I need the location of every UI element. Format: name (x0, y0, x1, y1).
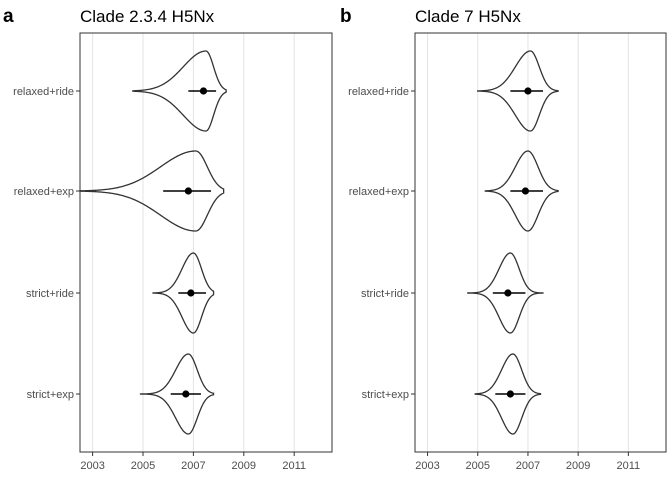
x-tick-label: 2005 (466, 460, 490, 472)
plot-frame (79, 32, 333, 453)
chart-title: Clade 7 H5Nx (415, 7, 521, 26)
median-point (504, 289, 512, 297)
x-tick-label: 2003 (415, 460, 439, 472)
violin-strict+exp (474, 353, 542, 435)
x-tick-label: 2011 (282, 460, 306, 472)
median-point (199, 87, 208, 95)
median-point (182, 390, 190, 398)
x-tick-label: 2009 (566, 460, 590, 472)
violin-relaxed+ride (132, 50, 227, 132)
median-point (506, 390, 514, 398)
panel-a: a Clade 2.3.4 H5Nx 2003 2005 2007 2009 2011 rel… (3, 6, 333, 472)
plot-frame (414, 32, 667, 453)
chart-title: Clade 2.3.4 H5Nx (80, 7, 215, 26)
y-tick-label: strict+exp (27, 389, 74, 401)
violin-relaxed+exp (79, 150, 225, 232)
x-tick-label: 2005 (131, 460, 155, 472)
panel-label: b (340, 6, 352, 27)
y-tick-label: strict+ride (361, 288, 409, 300)
panel-label: a (3, 6, 14, 27)
panel-b: b Clade 7 H5Nx 2003 2005 2007 2009 2011 relaxed… (340, 6, 667, 472)
median-point (521, 187, 530, 195)
y-tick-label: strict+ride (26, 288, 74, 300)
y-tick-label: relaxed+ride (13, 86, 74, 98)
x-tick-label: 2007 (181, 460, 205, 472)
violin-strict+ride (467, 252, 544, 334)
violin-relaxed+ride (477, 50, 559, 132)
violin-strict+ride (152, 252, 215, 334)
y-tick-label: relaxed+exp (14, 186, 74, 198)
median-point (184, 187, 192, 195)
violin-relaxed+exp (484, 150, 559, 232)
x-tick-label: 2009 (232, 460, 256, 472)
y-tick-label: relaxed+exp (349, 186, 409, 198)
y-tick-label: relaxed+ride (348, 86, 409, 98)
median-point (524, 87, 532, 95)
x-tick-label: 2007 (516, 460, 540, 472)
x-tick-label: 2003 (80, 460, 104, 472)
violin-strict+exp (139, 353, 215, 435)
median-point (187, 289, 195, 297)
x-tick-label: 2011 (617, 460, 641, 472)
y-tick-label: strict+exp (362, 389, 409, 401)
